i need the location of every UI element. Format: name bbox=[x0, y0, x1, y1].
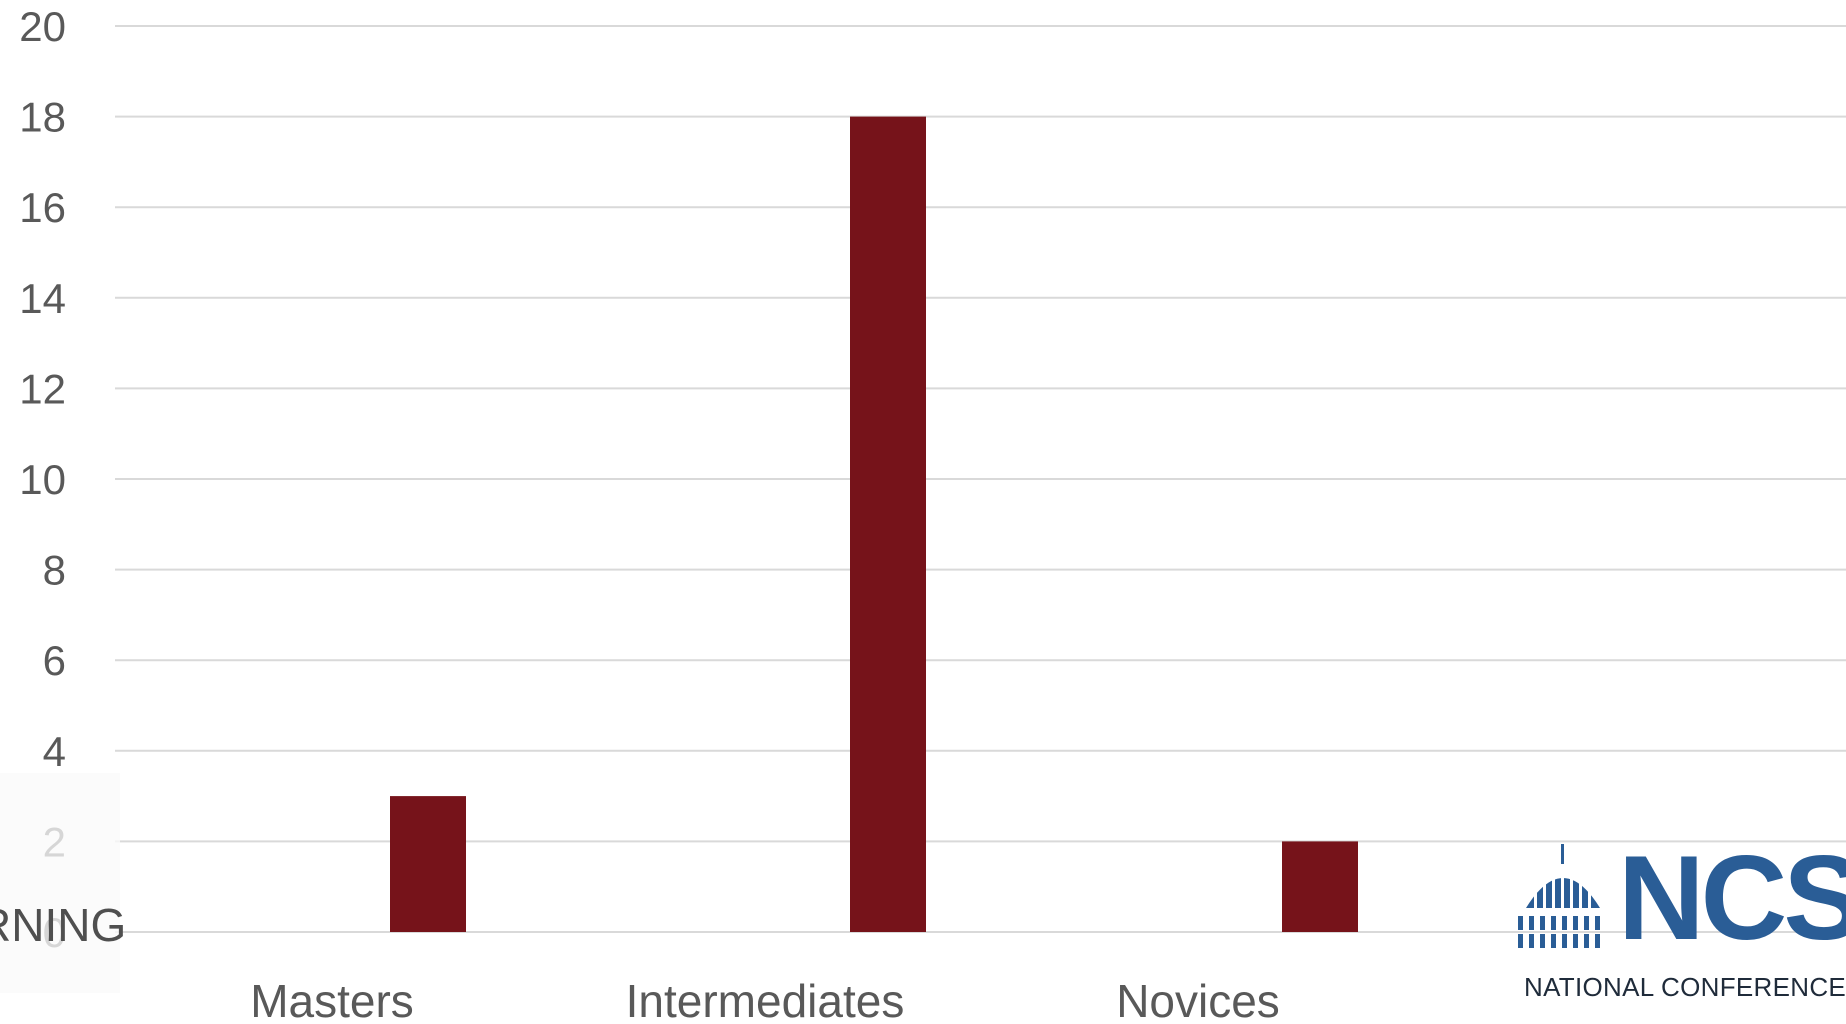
y-tick-label: 20 bbox=[19, 3, 66, 50]
logo-wordmark: NCSL bbox=[1618, 838, 1846, 965]
y-tick-label: 4 bbox=[43, 728, 66, 775]
y-tick-label: 8 bbox=[43, 547, 66, 594]
category-label-masters: Masters bbox=[250, 975, 414, 1024]
category-label-intermediates: Intermediates bbox=[626, 975, 905, 1024]
logo-subtitle: NATIONAL CONFERENCE OF STATE LEGISLATURE… bbox=[1524, 972, 1846, 1002]
edge-overlay-text: RNING bbox=[0, 899, 127, 951]
y-tick-label: 18 bbox=[19, 94, 66, 141]
edge-overlay-panel bbox=[0, 773, 120, 993]
capitol-dome-icon bbox=[1518, 844, 1600, 948]
y-tick-label: 6 bbox=[43, 637, 66, 684]
y-tick-label: 16 bbox=[19, 184, 66, 231]
y-tick-label: 10 bbox=[19, 456, 66, 503]
grid-lines bbox=[115, 25, 1846, 933]
bars bbox=[390, 116, 1358, 933]
category-label-novices: Novices bbox=[1116, 975, 1280, 1024]
y-tick-label: 14 bbox=[19, 275, 66, 322]
bar-masters bbox=[390, 796, 466, 932]
y-tick-label: 12 bbox=[19, 365, 66, 412]
x-axis-category-labels: Masters Intermediates Novices bbox=[250, 975, 1280, 1024]
bar-intermediates bbox=[850, 116, 926, 933]
ncsl-logo: NCSL NATIONAL CONFERENCE OF STATE LEGISL… bbox=[1518, 838, 1846, 1008]
bar-novices bbox=[1282, 841, 1358, 932]
